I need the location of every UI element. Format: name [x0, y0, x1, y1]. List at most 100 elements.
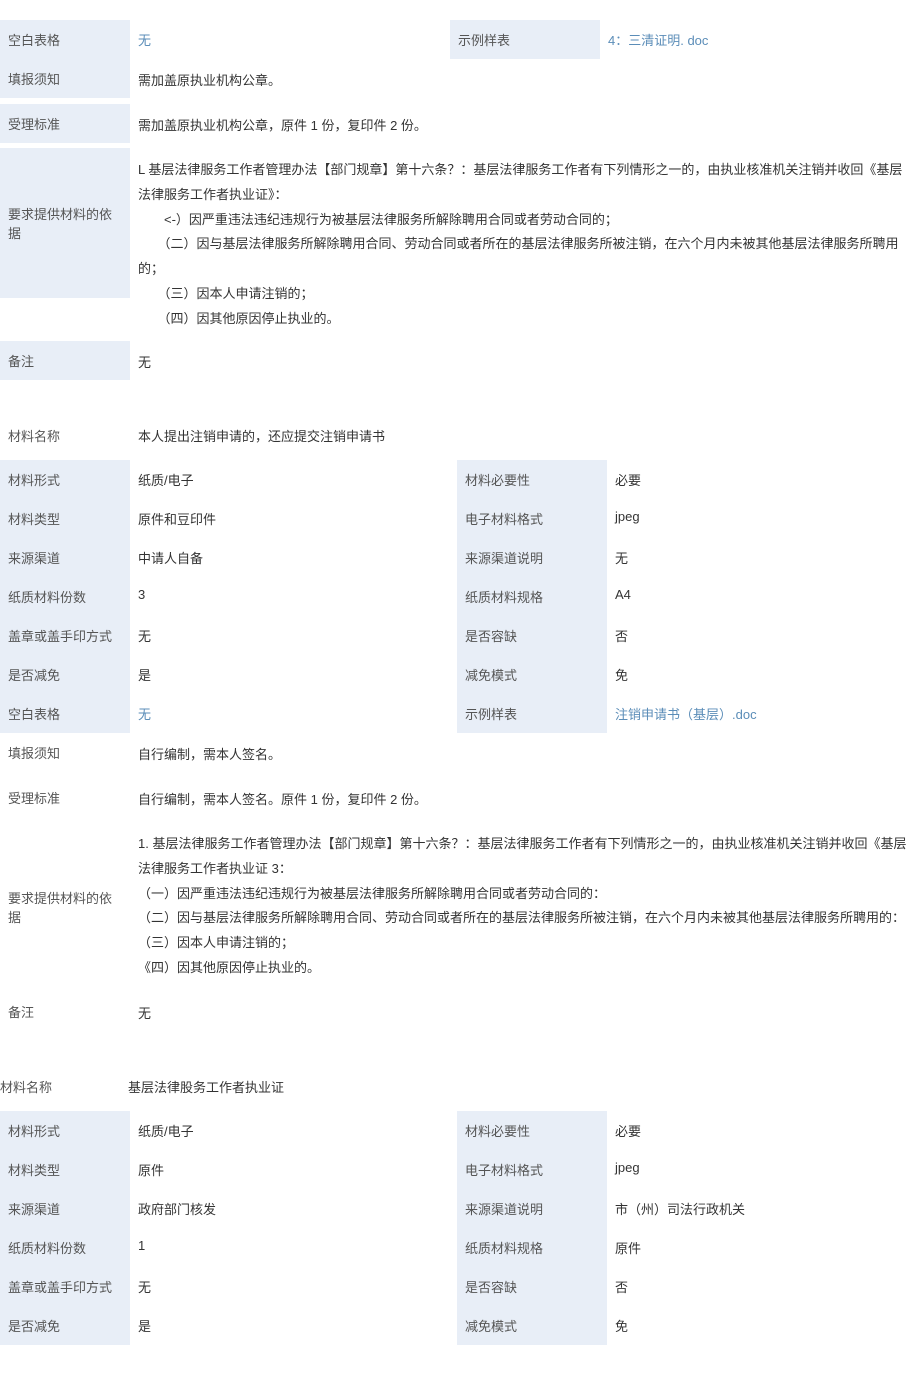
label-paper-copies: 纸质材料份数 [0, 577, 130, 616]
value-material-type-3: 原件 [130, 1150, 285, 1189]
label-req-basis-2: 要求提供材料的依据 [0, 822, 130, 992]
value-blank-form: 无 [130, 20, 450, 59]
row-accept-std: 受理标准 需加盖原执业机构公章，原件 1 份，复印件 2 份。 [0, 104, 920, 149]
value-waive-mode-3: 免 [607, 1306, 920, 1345]
row-blank-sample: 空白表格 无 示例样表 4：三清证明. doc [0, 20, 920, 59]
label-paper-spec: 纸质材料规格 [457, 577, 607, 616]
label-paper-spec-3: 纸质材料规格 [457, 1228, 607, 1267]
label-is-waived-3: 是否减免 [0, 1306, 130, 1345]
section-2: 材料名称 本人提出注销申请的，还应提交注销申请书 材料形式 纸质/电子 材料必要… [0, 411, 920, 1037]
value-seal-method-3: 无 [130, 1267, 285, 1306]
label-accept-std-2: 受理标准 [0, 778, 130, 817]
label-allow-missing-3: 是否容缺 [457, 1267, 607, 1306]
value-material-name-3: 基层法律股务工作者执业证 [120, 1067, 920, 1106]
value-accept-std-2: 自行编制，需本人签名。原件 1 份，复印件 2 份。 [130, 778, 920, 823]
label-source-desc: 来源渠道说明 [457, 538, 607, 577]
row-accept-std-2: 受理标准 自行编制，需本人签名。原件 1 份，复印件 2 份。 [0, 778, 920, 823]
value-source-desc-3: 市（州）司法行政机关 [607, 1189, 920, 1228]
row-waive-3: 是否减免 是 减免模式 免 [0, 1306, 920, 1345]
label-fill-notice: 填报须知 [0, 59, 130, 98]
value-req-basis: L 基层法律服务工作者管理办法【部门规章】第十六条？：基层法律服务工作者有下列情… [130, 148, 920, 341]
value-material-form: 纸质/电子 [130, 460, 285, 499]
label-sample-form: 示例样表 [450, 20, 600, 59]
section-3: 材料名称 基层法律股务工作者执业证 材料形式 纸质/电子 材料必要性 必要 材料… [0, 1062, 920, 1345]
label-paper-copies-3: 纸质材料份数 [0, 1228, 130, 1267]
value-remark-2: 无 [130, 992, 920, 1037]
row-form-necessity-3: 材料形式 纸质/电子 材料必要性 必要 [0, 1111, 920, 1150]
value-waive-mode: 免 [607, 655, 920, 694]
row-material-name: 材料名称 本人提出注销申请的，还应提交注销申请书 [0, 411, 920, 460]
value-blank-form-2: 无 [130, 694, 285, 733]
label-seal-method: 盖章或盖手印方式 [0, 616, 130, 655]
value-allow-missing-3: 否 [607, 1267, 920, 1306]
label-material-type: 材料类型 [0, 499, 130, 538]
value-req-basis-2: 1. 基层法律服务工作者管理办法【部门规章】第十六条？：基层法律服务工作者有下列… [130, 822, 920, 990]
row-seal-missing-3: 盖章或盖手印方式 无 是否容缺 否 [0, 1267, 920, 1306]
row-material-name-3: 材料名称 基层法律股务工作者执业证 [0, 1062, 920, 1111]
value-material-form-3: 纸质/电子 [130, 1111, 285, 1150]
label-material-necessity-3: 材料必要性 [457, 1111, 607, 1150]
row-waive: 是否减免 是 减免模式 免 [0, 655, 920, 694]
label-accept-std: 受理标准 [0, 104, 130, 143]
label-material-name-3: 材料名称 [0, 1067, 120, 1106]
label-fill-notice-2: 填报须知 [0, 733, 130, 772]
label-seal-method-3: 盖章或盖手印方式 [0, 1267, 130, 1306]
value-fill-notice: 需加盖原执业机构公章。 [130, 59, 920, 104]
value-seal-method: 无 [130, 616, 285, 655]
value-source-desc: 无 [607, 538, 920, 577]
value-accept-std: 需加盖原执业机构公章，原件 1 份，复印件 2 份。 [130, 104, 920, 149]
value-elec-format-3: jpeg [607, 1150, 920, 1186]
label-is-waived: 是否减免 [0, 655, 130, 694]
row-form-necessity: 材料形式 纸质/电子 材料必要性 必要 [0, 460, 920, 499]
value-paper-spec: A4 [607, 577, 920, 613]
row-type-format-3: 材料类型 原件 电子材料格式 jpeg [0, 1150, 920, 1189]
row-fill-notice-2: 填报须知 自行编制，需本人签名。 [0, 733, 920, 778]
label-source-channel-3: 来源渠道 [0, 1189, 130, 1228]
row-type-format: 材料类型 原件和豆印件 电子材料格式 jpeg [0, 499, 920, 538]
value-fill-notice-2: 自行编制，需本人签名。 [130, 733, 920, 778]
value-allow-missing: 否 [607, 616, 920, 655]
label-remark: 备注 [0, 341, 130, 380]
label-waive-mode-3: 减免模式 [457, 1306, 607, 1345]
label-material-name: 材料名称 [0, 416, 130, 455]
row-fill-notice: 填报须知 需加盖原执业机构公章。 [0, 59, 920, 104]
section-1: 空白表格 无 示例样表 4：三清证明. doc 填报须知 需加盖原执业机构公章。… [0, 20, 920, 386]
label-blank-form: 空白表格 [0, 20, 130, 59]
value-is-waived-3: 是 [130, 1306, 285, 1345]
label-material-form: 材料形式 [0, 460, 130, 499]
value-material-type: 原件和豆印件 [130, 499, 285, 538]
row-blank-sample-2: 空白表格 无 示例样表 注销申请书（基层）.doc [0, 694, 920, 733]
label-waive-mode: 减免模式 [457, 655, 607, 694]
label-elec-format-3: 电子材料格式 [457, 1150, 607, 1189]
label-material-necessity: 材料必要性 [457, 460, 607, 499]
value-elec-format: jpeg [607, 499, 920, 535]
label-blank-form-2: 空白表格 [0, 694, 130, 733]
value-source-channel: 中请人自备 [130, 538, 285, 577]
value-sample-form-2: 注销申请书（基层）.doc [607, 694, 920, 733]
value-is-waived: 是 [130, 655, 285, 694]
value-source-channel-3: 政府部门核发 [130, 1189, 285, 1228]
label-remark-2: 备汪 [0, 992, 130, 1031]
row-req-basis-2: 要求提供材料的依据 1. 基层法律服务工作者管理办法【部门规章】第十六条？：基层… [0, 822, 920, 992]
row-source-3: 来源渠道 政府部门核发 来源渠道说明 市（州）司法行政机关 [0, 1189, 920, 1228]
label-material-type-3: 材料类型 [0, 1150, 130, 1189]
row-remark-2: 备汪 无 [0, 992, 920, 1037]
row-seal-missing: 盖章或盖手印方式 无 是否容缺 否 [0, 616, 920, 655]
row-req-basis: 要求提供材料的依据 L 基层法律服务工作者管理办法【部门规章】第十六条？：基层法… [0, 148, 920, 341]
value-sample-form: 4：三清证明. doc [600, 20, 920, 59]
label-allow-missing: 是否容缺 [457, 616, 607, 655]
value-paper-copies-3: 1 [130, 1228, 285, 1264]
label-material-form-3: 材料形式 [0, 1111, 130, 1150]
label-source-channel: 来源渠道 [0, 538, 130, 577]
label-source-desc-3: 来源渠道说明 [457, 1189, 607, 1228]
value-remark: 无 [130, 341, 920, 386]
value-material-name: 本人提出注销申请的，还应提交注销申请书 [130, 416, 920, 455]
row-paper-3: 纸质材料份数 1 纸质材料规格 原件 [0, 1228, 920, 1267]
label-sample-form-2: 示例样表 [457, 694, 607, 733]
row-remark: 备注 无 [0, 341, 920, 386]
value-material-necessity: 必要 [607, 460, 920, 499]
row-source: 来源渠道 中请人自备 来源渠道说明 无 [0, 538, 920, 577]
value-paper-spec-3: 原件 [607, 1228, 920, 1267]
value-material-necessity-3: 必要 [607, 1111, 920, 1150]
row-paper: 纸质材料份数 3 纸质材料规格 A4 [0, 577, 920, 616]
